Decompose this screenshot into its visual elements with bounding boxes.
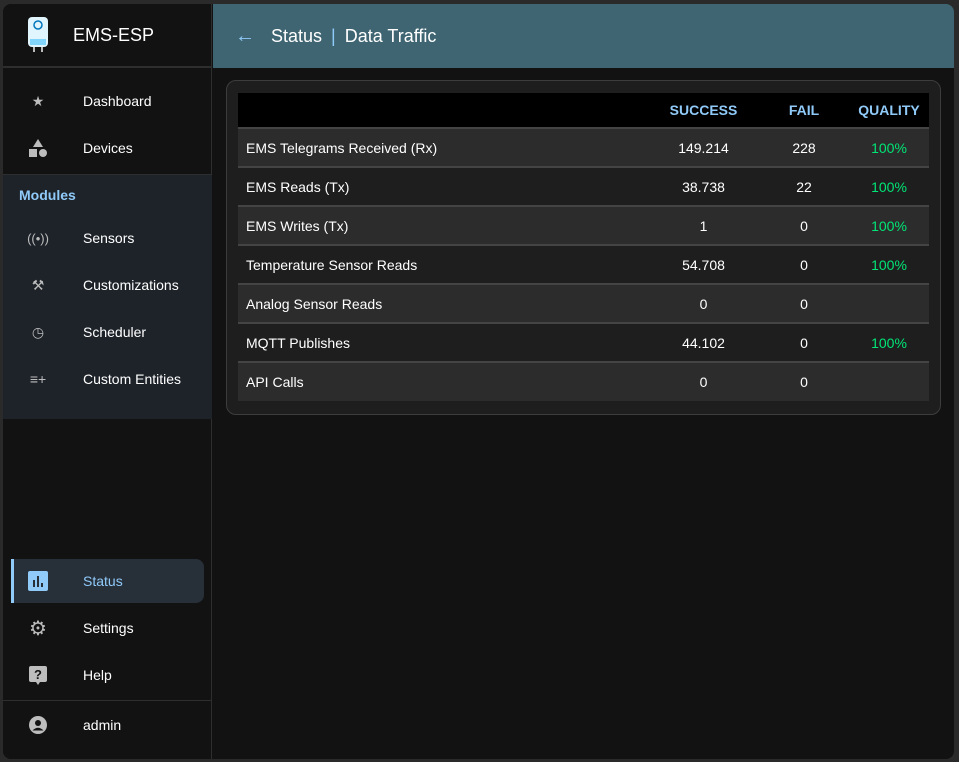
success-count: 0 [648,361,759,401]
shapes-icon [27,137,49,159]
username: admin [83,717,122,733]
sidebar-item-status[interactable]: Status [11,559,204,603]
app-title: EMS-ESP [73,24,155,45]
sidebar-item-label: Devices [83,140,133,156]
app-header: ← Status | Data Traffic [213,4,954,68]
app-window: EMS-ESP ★ Dashboard Devices Modules ((•))… [3,4,954,759]
fail-count: 0 [759,322,849,362]
title-separator: | [331,25,336,46]
success-count: 0 [648,283,759,323]
sidebar-item-label: Status [83,573,123,589]
sidebar-item-custom-entities[interactable]: ≡+ Custom Entities [3,357,212,401]
row-name: MQTT Publishes [238,322,648,362]
fail-count: 228 [759,127,849,167]
sidebar-item-devices[interactable]: Devices [3,126,212,170]
quality-value: 100% [849,322,929,362]
modules-section: Modules ((•)) Sensors ⚒ Customizations ◷ Sc… [3,174,212,419]
column-header-success: SUCCESS [648,93,759,128]
row-name: EMS Telegrams Received (Rx) [238,127,648,167]
row-name: Analog Sensor Reads [238,283,648,323]
star-icon: ★ [31,92,45,109]
quality-value: 100% [849,166,929,206]
modules-title: Modules [19,187,76,203]
more-time-icon: ◷ [31,323,45,340]
sidebar-item-sensors[interactable]: ((•)) Sensors [3,216,212,260]
row-name: EMS Reads (Tx) [238,166,648,206]
quality-value [849,361,929,401]
sidebar-item-label: Help [83,667,112,683]
quality-value: 100% [849,244,929,284]
table-row: Temperature Sensor Reads 54.708 0 100% [238,244,929,284]
table-row: EMS Writes (Tx) 1 0 100% [238,205,929,245]
table-row: EMS Telegrams Received (Rx) 149.214 228 100… [238,127,929,167]
table-row: API Calls 0 0 [238,361,929,401]
data-traffic-card: SUCCESS FAIL QUALITY EMS Telegrams Recei… [226,80,941,415]
chart-icon [27,570,49,592]
sidebar-item-label: Sensors [83,230,135,246]
sidebar-item-label: Scheduler [83,324,147,340]
sidebar-item-help[interactable]: ? Help [3,653,212,697]
success-count: 1 [648,205,759,245]
column-header-fail: FAIL [759,93,849,128]
success-count: 44.102 [648,322,759,362]
success-count: 149.214 [648,127,759,167]
row-name: API Calls [238,361,648,401]
help-icon: ? [27,664,49,686]
user-menu[interactable]: admin [3,703,212,747]
build-icon: ⚒ [31,276,45,293]
fail-count: 0 [759,361,849,401]
svg-text:?: ? [34,667,42,682]
sidebar-item-customizations[interactable]: ⚒ Customizations [3,263,212,307]
sidebar-item-label: Customizations [83,277,179,293]
boiler-logo-icon [28,17,48,52]
fail-count: 0 [759,205,849,245]
table-row: Analog Sensor Reads 0 0 [238,283,929,323]
sidebar-item-settings[interactable]: ⚙ Settings [3,606,212,650]
back-arrow-icon[interactable]: ← [235,24,255,47]
page-subtitle: Data Traffic [344,25,437,46]
sidebar-item-label: Dashboard [83,93,152,109]
sidebar: EMS-ESP ★ Dashboard Devices Modules ((•))… [3,4,212,759]
data-traffic-table: SUCCESS FAIL QUALITY EMS Telegrams Recei… [238,93,929,401]
success-count: 54.708 [648,244,759,284]
quality-value [849,283,929,323]
table-row: MQTT Publishes 44.102 0 100% [238,322,929,362]
column-header-quality: QUALITY [849,93,929,128]
sidebar-item-label: Custom Entities [83,371,182,387]
sidebar-item-label: Settings [83,620,134,636]
success-count: 38.738 [648,166,759,206]
divider [3,700,212,701]
column-header-name [238,93,648,128]
page-title: Status [271,25,323,46]
sidebar-item-scheduler[interactable]: ◷ Scheduler [3,310,212,354]
gear-icon: ⚙ [29,617,47,640]
sensors-icon: ((•)) [27,230,49,246]
row-name: Temperature Sensor Reads [238,244,648,284]
sidebar-item-dashboard[interactable]: ★ Dashboard [3,79,212,123]
quality-value: 100% [849,127,929,167]
account-icon [27,714,49,736]
row-name: EMS Writes (Tx) [238,205,648,245]
playlist-add-icon: ≡+ [29,371,47,387]
fail-count: 0 [759,244,849,284]
table-row: EMS Reads (Tx) 38.738 22 100% [238,166,929,206]
fail-count: 0 [759,283,849,323]
fail-count: 22 [759,166,849,206]
quality-value: 100% [849,205,929,245]
brand: EMS-ESP [3,4,211,68]
